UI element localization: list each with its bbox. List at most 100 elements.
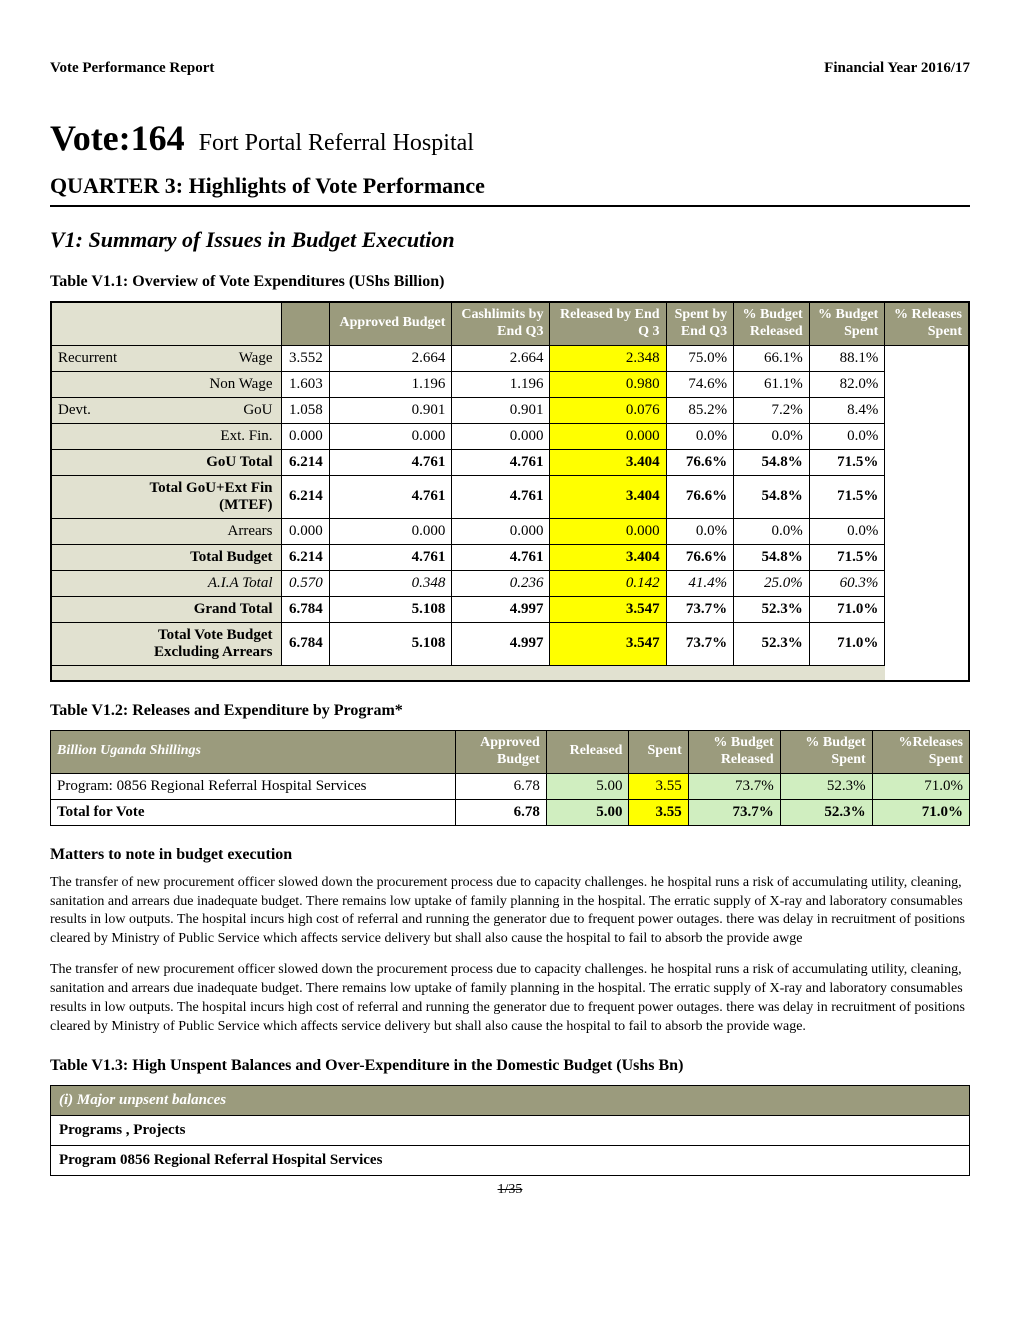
table-v11-cell: 0.000 [329,423,452,449]
v1-title: V1: Summary of Issues in Budget Executio… [50,227,970,253]
table-v11-rowcat: Recurrent [51,345,141,371]
table-v11-cell: 0.348 [329,570,452,596]
table-v11-rowcat [51,423,141,449]
table-v11-row: Total GoU+Ext Fin (MTEF)6.2144.7614.7613… [51,475,969,518]
table-v11-cell: 0.142 [550,570,666,596]
table-v11-row: GoU Total6.2144.7614.7613.40476.6%54.8%7… [51,449,969,475]
table-v11-cell: 4.761 [452,544,550,570]
table-v11-col-0 [51,302,281,345]
table-v11-cell: 0.076 [550,397,666,423]
table-v13-cell: Programs , Projects [51,1115,970,1145]
table-v11-cell: 6.214 [281,449,329,475]
table-v11-cell: 2.348 [550,345,666,371]
table-v11-caption: Table V1.1: Overview of Vote Expenditure… [50,273,970,291]
table-v11-cell: 1.603 [281,371,329,397]
table-v11-cell: 3.404 [550,449,666,475]
table-v11-cell: 54.8% [734,475,810,518]
table-v11-rowcat: Devt. [51,397,141,423]
quarter-title: QUARTER 3: Highlights of Vote Performanc… [50,173,970,207]
table-v12-cell: 52.3% [780,799,872,825]
table-v12-row: Total for Vote6.785.003.5573.7%52.3%71.0… [51,799,970,825]
table-v11-rowcat [51,449,141,475]
table-v11-row: Total Vote Budget Excluding Arrears6.784… [51,622,969,665]
table-v11-cell: 1.058 [281,397,329,423]
table-v12-row: Program: 0856 Regional Referral Hospital… [51,773,970,799]
header-right: Financial Year 2016/17 [824,60,970,77]
table-v11-cell: 60.3% [809,570,885,596]
table-v12-col-4: % BudgetReleased [688,731,780,774]
table-v11-cell: 3.404 [550,544,666,570]
vote-number: Vote:164 [50,117,185,159]
table-v11-cell: 0.000 [550,518,666,544]
table-v11-cell: 0.000 [329,518,452,544]
table-v11-cell: 5.108 [329,596,452,622]
table-v12-cell: Program: 0856 Regional Referral Hospital… [51,773,456,799]
table-v11-col-5: Spent byEnd Q3 [666,302,734,345]
table-v11-cell: 0.0% [666,518,734,544]
table-v11-cell: 0.000 [281,518,329,544]
table-v11-row: RecurrentWage3.5522.6642.6642.34875.0%66… [51,345,969,371]
page-header: Vote Performance Report Financial Year 2… [50,60,970,77]
table-v13-cell: (i) Major unpsent balances [51,1085,970,1115]
table-v12-cell: 6.78 [455,773,546,799]
table-v11-col-1 [281,302,329,345]
table-v13: (i) Major unpsent balancesPrograms , Pro… [50,1085,970,1176]
matters-para-2: The transfer of new procurement officer … [50,961,970,1037]
table-v11-cell: 2.664 [452,345,550,371]
table-v11-cell: 76.6% [666,475,734,518]
table-v13-cell: Program 0856 Regional Referral Hospital … [51,1145,970,1175]
table-v11-rowsub: Ext. Fin. [141,423,281,449]
table-v11-rowcat [51,622,141,665]
header-left: Vote Performance Report [50,60,214,77]
table-v11-rowcat [51,596,141,622]
table-v11-row: Arrears0.0000.0000.0000.0000.0%0.0%0.0% [51,518,969,544]
table-v11-row: Ext. Fin.0.0000.0000.0000.0000.0%0.0%0.0… [51,423,969,449]
table-v11-col-8: % ReleasesSpent [885,302,969,345]
table-v11-col-4: Released by EndQ 3 [550,302,666,345]
table-v11-rowsub: A.I.A Total [141,570,281,596]
table-v11-cell: 5.108 [329,622,452,665]
table-v12-cell: 52.3% [780,773,872,799]
table-v11-cell: 75.0% [666,345,734,371]
table-v11-cell: 71.5% [809,449,885,475]
table-v13-row: Program 0856 Regional Referral Hospital … [51,1145,970,1175]
table-v11-cell: 0.000 [281,423,329,449]
table-v11-rowcat [51,475,141,518]
table-v11-rowsub: Total Budget [141,544,281,570]
table-v12-col-2: Released [546,731,629,774]
table-v11: Approved BudgetCashlimits byEnd Q3Releas… [50,301,970,682]
table-v11-cell: 0.980 [550,371,666,397]
table-v11-cell: 76.6% [666,449,734,475]
table-v12-col-5: % BudgetSpent [780,731,872,774]
table-v11-cell: 0.570 [281,570,329,596]
table-v11-cell: 6.214 [281,475,329,518]
table-v11-rowsub: GoU Total [141,449,281,475]
table-v11-row: A.I.A Total0.5700.3480.2360.14241.4%25.0… [51,570,969,596]
table-v11-cell: 4.761 [329,544,452,570]
table-v11-cell: 0.0% [809,518,885,544]
table-v12-cell: 73.7% [688,799,780,825]
table-v11-col-6: % BudgetReleased [734,302,810,345]
table-v11-cell: 71.0% [809,596,885,622]
table-v11-col-2: Approved Budget [329,302,452,345]
table-v11-row: Total Budget6.2144.7614.7613.40476.6%54.… [51,544,969,570]
table-v11-cell: 0.0% [666,423,734,449]
table-v11-cell: 6.214 [281,544,329,570]
table-v11-cell: 66.1% [734,345,810,371]
table-v11-cell: 3.547 [550,622,666,665]
table-v11-cell: 1.196 [329,371,452,397]
table-v12-caption: Table V1.2: Releases and Expenditure by … [50,702,970,720]
table-v11-rowsub: Arrears [141,518,281,544]
table-v11-cell: 88.1% [809,345,885,371]
table-v11-cell: 8.4% [809,397,885,423]
table-v12-cell: 71.0% [872,799,969,825]
table-v11-row: Non Wage1.6031.1961.1960.98074.6%61.1%82… [51,371,969,397]
table-v11-cell: 0.0% [734,518,810,544]
matters-para-1: The transfer of new procurement officer … [50,874,970,950]
table-v11-cell: 4.997 [452,622,550,665]
table-v11-cell: 54.8% [734,449,810,475]
table-v11-rowsub: Wage [141,345,281,371]
table-v11-cell: 4.997 [452,596,550,622]
table-v11-rowcat [51,570,141,596]
table-v11-cell: 0.901 [452,397,550,423]
